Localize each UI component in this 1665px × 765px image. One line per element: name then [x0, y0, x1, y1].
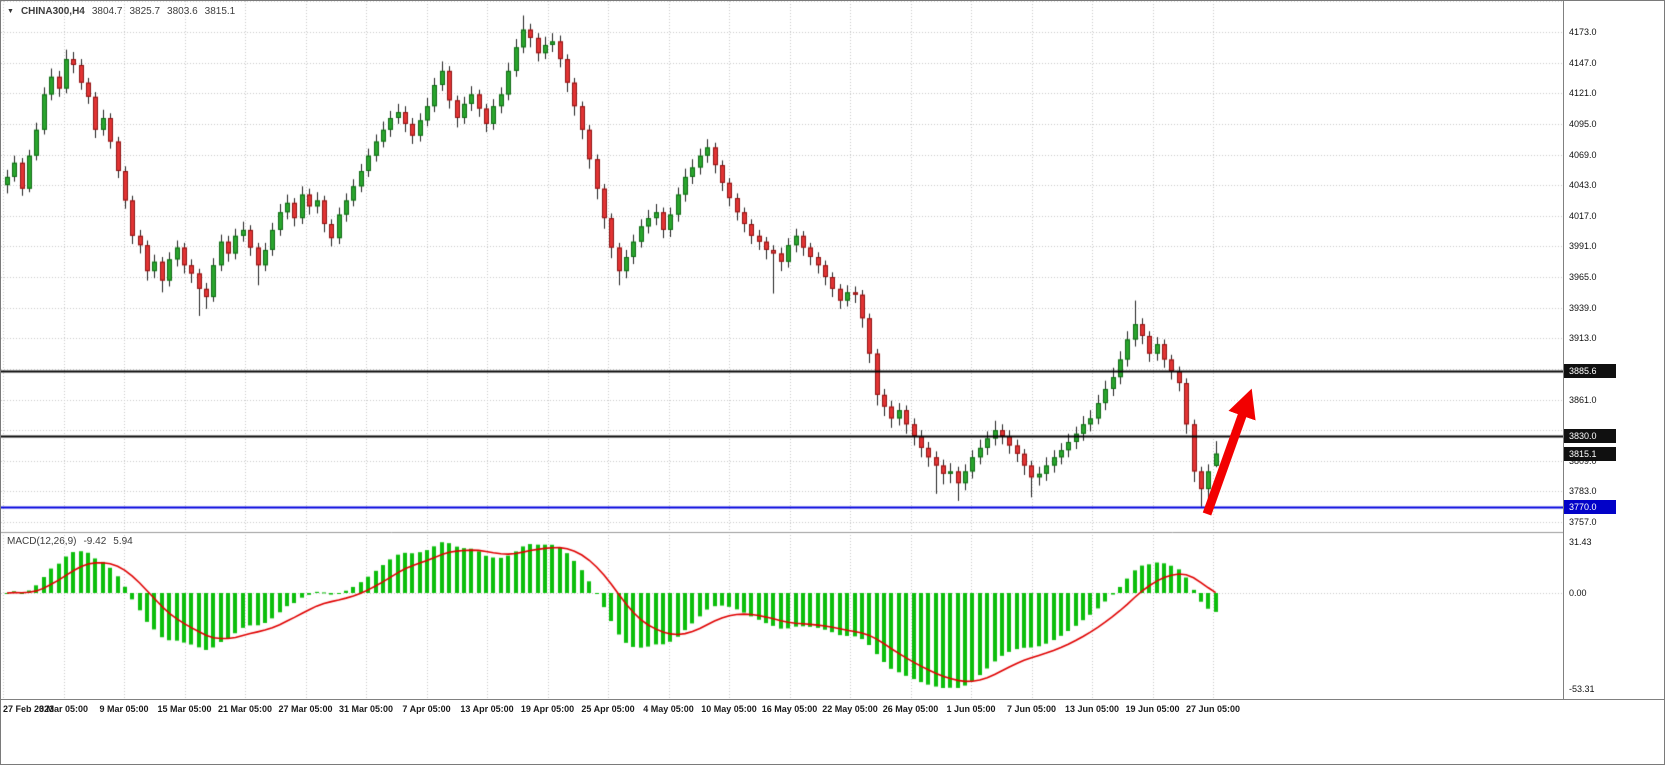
- price-tick-label: 3861.0: [1569, 394, 1597, 405]
- price-tick-label: 4147.0: [1569, 57, 1597, 68]
- macd-scale-label: -53.31: [1569, 684, 1595, 694]
- support-level-badge: 3770.0: [1564, 499, 1616, 514]
- chart-symbol-header: ▼ CHINA300,H4 3804.7 3825.7 3803.6 3815.…: [7, 6, 235, 17]
- macd-name: MACD(12,26,9): [7, 536, 77, 547]
- time-tick-label: 3 Mar 05:00: [38, 704, 89, 714]
- time-tick-label: 13 Jun 05:00: [1064, 704, 1120, 714]
- chevron-down-icon[interactable]: ▼: [7, 7, 14, 15]
- macd-scale-label: 0.00: [1569, 588, 1587, 598]
- time-tick-label: 9 Mar 05:00: [99, 704, 149, 714]
- time-scale[interactable]: 27 Feb 2023 3 Mar 05:00 9 Mar 05:00 15 Mar …: [1, 699, 1664, 764]
- macd-signal-value: 5.94: [113, 536, 133, 547]
- price-tick-label: 3809.0: [1569, 455, 1597, 466]
- time-tick-label: 22 May 05:00: [822, 704, 878, 714]
- time-tick-label: 10 May 05:00: [701, 704, 757, 714]
- price-tick-label: 3965.0: [1569, 272, 1597, 283]
- time-tick-label: 25 Apr 05:00: [581, 704, 635, 714]
- price-scale[interactable]: 4173.0 4147.0 4121.0 4095.0 4069.0 4043.0 4017…: [1563, 1, 1664, 699]
- price-tick-label: 4069.0: [1569, 149, 1597, 160]
- price-tick-label: 4121.0: [1569, 88, 1597, 99]
- price-tick-label: 3783.0: [1569, 486, 1597, 497]
- current-price-badge: 3815.1: [1564, 446, 1616, 461]
- time-tick-label: 13 Apr 05:00: [460, 704, 514, 714]
- time-tick-label: 26 May 05:00: [882, 704, 939, 714]
- time-tick-label: 4 May 05:00: [643, 704, 694, 714]
- time-tick-label: 1 Jun 05:00: [946, 704, 996, 714]
- time-tick-label: 27 Mar 05:00: [278, 704, 333, 714]
- time-tick-label: 21 Mar 05:00: [217, 704, 273, 714]
- price-tick-label: 3991.0: [1569, 241, 1597, 252]
- resistance-level-badge: 3885.6: [1564, 363, 1616, 378]
- macd-main-value: -9.42: [83, 536, 107, 547]
- price-tick-label: 4043.0: [1569, 180, 1597, 191]
- time-tick-label: 19 Jun 05:00: [1125, 704, 1180, 714]
- ohlc-open-value: 3804.7: [91, 6, 123, 17]
- ohlc-high-value: 3825.7: [129, 6, 161, 17]
- macd-indicator-label: MACD(12,26,9) -9.42 5.94: [7, 536, 133, 547]
- time-tick-label: 27 Feb 2023: [3, 704, 55, 714]
- ohlc-close-value: 3815.1: [204, 6, 236, 17]
- ohlc-low-value: 3803.6: [167, 6, 198, 17]
- time-tick-label: 31 Mar 05:00: [338, 704, 394, 714]
- time-tick-label: 15 Mar 05:00: [157, 704, 212, 714]
- time-tick-label: 7 Apr 05:00: [402, 704, 451, 714]
- mid-level-badge: 3830.0: [1564, 429, 1616, 444]
- price-tick-label: 3757.0: [1569, 517, 1597, 528]
- time-tick-label: 7 Jun 05:00: [1006, 704, 1057, 714]
- macd-scale-label: 31.43: [1569, 537, 1592, 547]
- symbol-timeframe-label: CHINA300,H4: [20, 6, 85, 17]
- time-tick-label: 16 May 05:00: [761, 704, 818, 714]
- price-tick-label: 4095.0: [1569, 118, 1597, 129]
- price-tick-label: 3939.0: [1569, 302, 1597, 313]
- time-tick-label: 27 Jun 05:00: [1185, 704, 1241, 714]
- price-tick-label: 4017.0: [1569, 210, 1597, 221]
- price-tick-label: 3913.0: [1569, 333, 1597, 344]
- time-tick-label: 19 Apr 05:00: [520, 704, 575, 714]
- price-tick-label: 4173.0: [1569, 27, 1597, 37]
- chart-canvas[interactable]: [1, 1, 1563, 699]
